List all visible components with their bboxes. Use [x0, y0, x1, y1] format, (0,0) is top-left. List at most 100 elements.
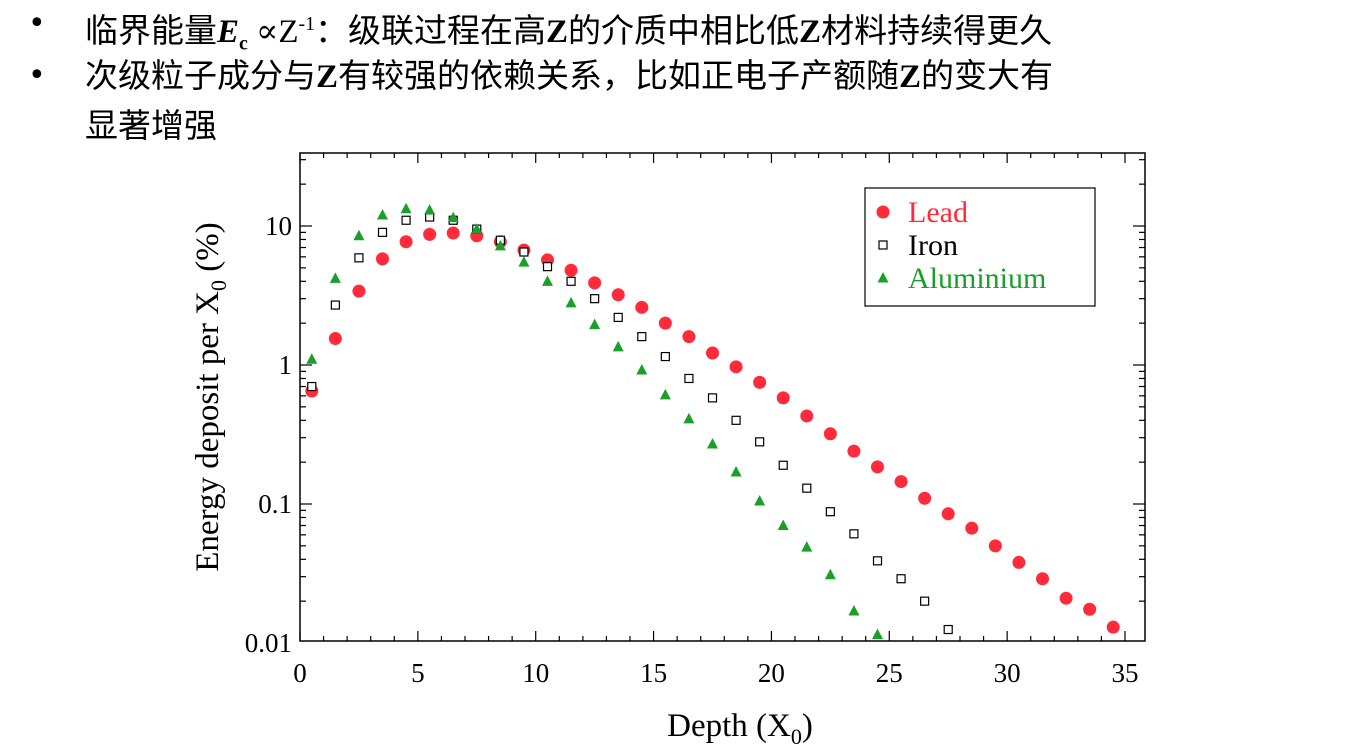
bullet-2-part3: 的变大有: [921, 56, 1054, 95]
point-lead: [847, 444, 861, 458]
symbol-e: E: [217, 14, 240, 50]
point-lead: [1059, 591, 1073, 605]
legend-marker-aluminium: [877, 272, 889, 283]
point-iron: [731, 415, 741, 425]
point-lead: [1083, 602, 1097, 616]
bullet-1-suffix2: 的介质中相比低: [568, 11, 800, 50]
point-aluminium: [494, 239, 506, 251]
point-iron: [896, 574, 906, 584]
point-lead: [328, 332, 342, 346]
z-symbol: Z: [546, 14, 569, 50]
point-aluminium: [377, 208, 388, 220]
bullet-2-part2: 有较强的依赖关系，比如正电子产额随: [338, 56, 900, 95]
legend-label-lead: Lead: [908, 196, 968, 229]
legend-box: [864, 187, 1096, 307]
point-aluminium: [400, 202, 412, 214]
symbol-e-sub: c: [239, 32, 248, 55]
point-lead: [800, 409, 814, 423]
point-aluminium: [612, 340, 624, 352]
point-iron: [684, 373, 694, 384]
x-tick-label: 0: [293, 658, 307, 688]
point-aluminium: [636, 364, 648, 375]
point-iron: [542, 262, 553, 272]
point-iron: [802, 483, 812, 493]
point-lead: [776, 391, 790, 405]
point-iron: [778, 460, 788, 470]
point-iron: [707, 393, 718, 403]
point-lead: [753, 375, 767, 389]
point-iron: [637, 332, 647, 342]
y-tick-label: 0.1: [258, 489, 292, 519]
point-aluminium: [589, 318, 601, 330]
point-iron: [401, 215, 411, 225]
point-iron: [377, 227, 388, 237]
bullet-2-line2: 显著增强: [85, 106, 217, 145]
point-lead: [658, 316, 672, 330]
series-iron: [307, 212, 953, 635]
legend-label-iron: Iron: [908, 229, 958, 262]
point-iron: [872, 556, 883, 566]
series-aluminium: [306, 202, 883, 640]
x-tick-label: 30: [994, 658, 1021, 688]
y-axis-label: Energy deposit per X0 (%): [190, 222, 231, 571]
bullet-2-part1: 次级粒子成分与: [85, 56, 316, 95]
y-tick-label: 10: [265, 211, 292, 241]
point-lead: [1012, 555, 1026, 569]
z-symbol: Z: [316, 59, 339, 95]
point-aluminium: [754, 495, 766, 506]
proportional-z: ∝Z: [247, 14, 299, 50]
point-lead: [376, 252, 389, 266]
point-lead: [446, 226, 460, 240]
point-aluminium: [848, 604, 860, 616]
x-tick-label: 35: [1112, 658, 1139, 688]
y-tick-label: 1: [279, 350, 293, 380]
z-exponent: -1: [298, 13, 316, 35]
point-aluminium: [801, 541, 813, 552]
legend-marker-lead: [876, 205, 890, 219]
point-iron: [519, 247, 529, 257]
y-tick-label: 0.01: [245, 628, 292, 658]
z-symbol: Z: [899, 59, 922, 95]
point-iron: [590, 294, 600, 304]
legend-marker-iron: [878, 240, 888, 250]
point-aluminium: [518, 256, 530, 267]
point-lead: [635, 300, 649, 314]
point-lead: [399, 235, 413, 249]
point-aluminium: [730, 465, 742, 477]
point-iron: [943, 624, 953, 635]
point-iron: [613, 312, 623, 323]
point-lead: [941, 507, 955, 521]
point-iron: [849, 529, 859, 539]
point-lead: [682, 330, 696, 344]
point-lead: [352, 284, 366, 298]
x-tick-label: 5: [411, 658, 425, 688]
point-aluminium: [306, 353, 318, 364]
point-iron: [307, 381, 317, 392]
z-symbol: Z: [799, 14, 822, 50]
point-aluminium: [542, 275, 553, 286]
point-lead: [965, 521, 979, 535]
point-lead: [1106, 620, 1120, 634]
legend-label-aluminium: Aluminium: [908, 262, 1046, 295]
point-lead: [588, 276, 602, 290]
data-points: [305, 202, 1120, 640]
point-aluminium: [329, 272, 341, 283]
point-lead: [729, 360, 743, 374]
point-aluminium: [659, 388, 671, 400]
bullet-marker: •: [28, 58, 46, 93]
energy-deposit-chart: 0 5 10 15 20 25 30 35 0.01 0.1 1 10 LeadIronAlumini…: [190, 152, 1146, 744]
point-lead: [611, 288, 625, 302]
point-lead: [823, 427, 837, 441]
point-lead: [871, 460, 884, 474]
bullet-1-suffix: ：级联过程在高: [315, 11, 547, 50]
axis-ticks: 0 5 10 15 20 25 30 35 0.01 0.1 1 10: [245, 153, 1145, 688]
point-aluminium: [777, 519, 789, 531]
point-lead: [894, 475, 908, 489]
point-aluminium: [707, 438, 718, 449]
x-axis-label: Depth (X0): [667, 708, 813, 744]
x-tick-label: 10: [522, 658, 549, 688]
plot-frame: [299, 152, 1146, 642]
point-aluminium: [447, 211, 459, 223]
point-lead: [706, 346, 719, 360]
